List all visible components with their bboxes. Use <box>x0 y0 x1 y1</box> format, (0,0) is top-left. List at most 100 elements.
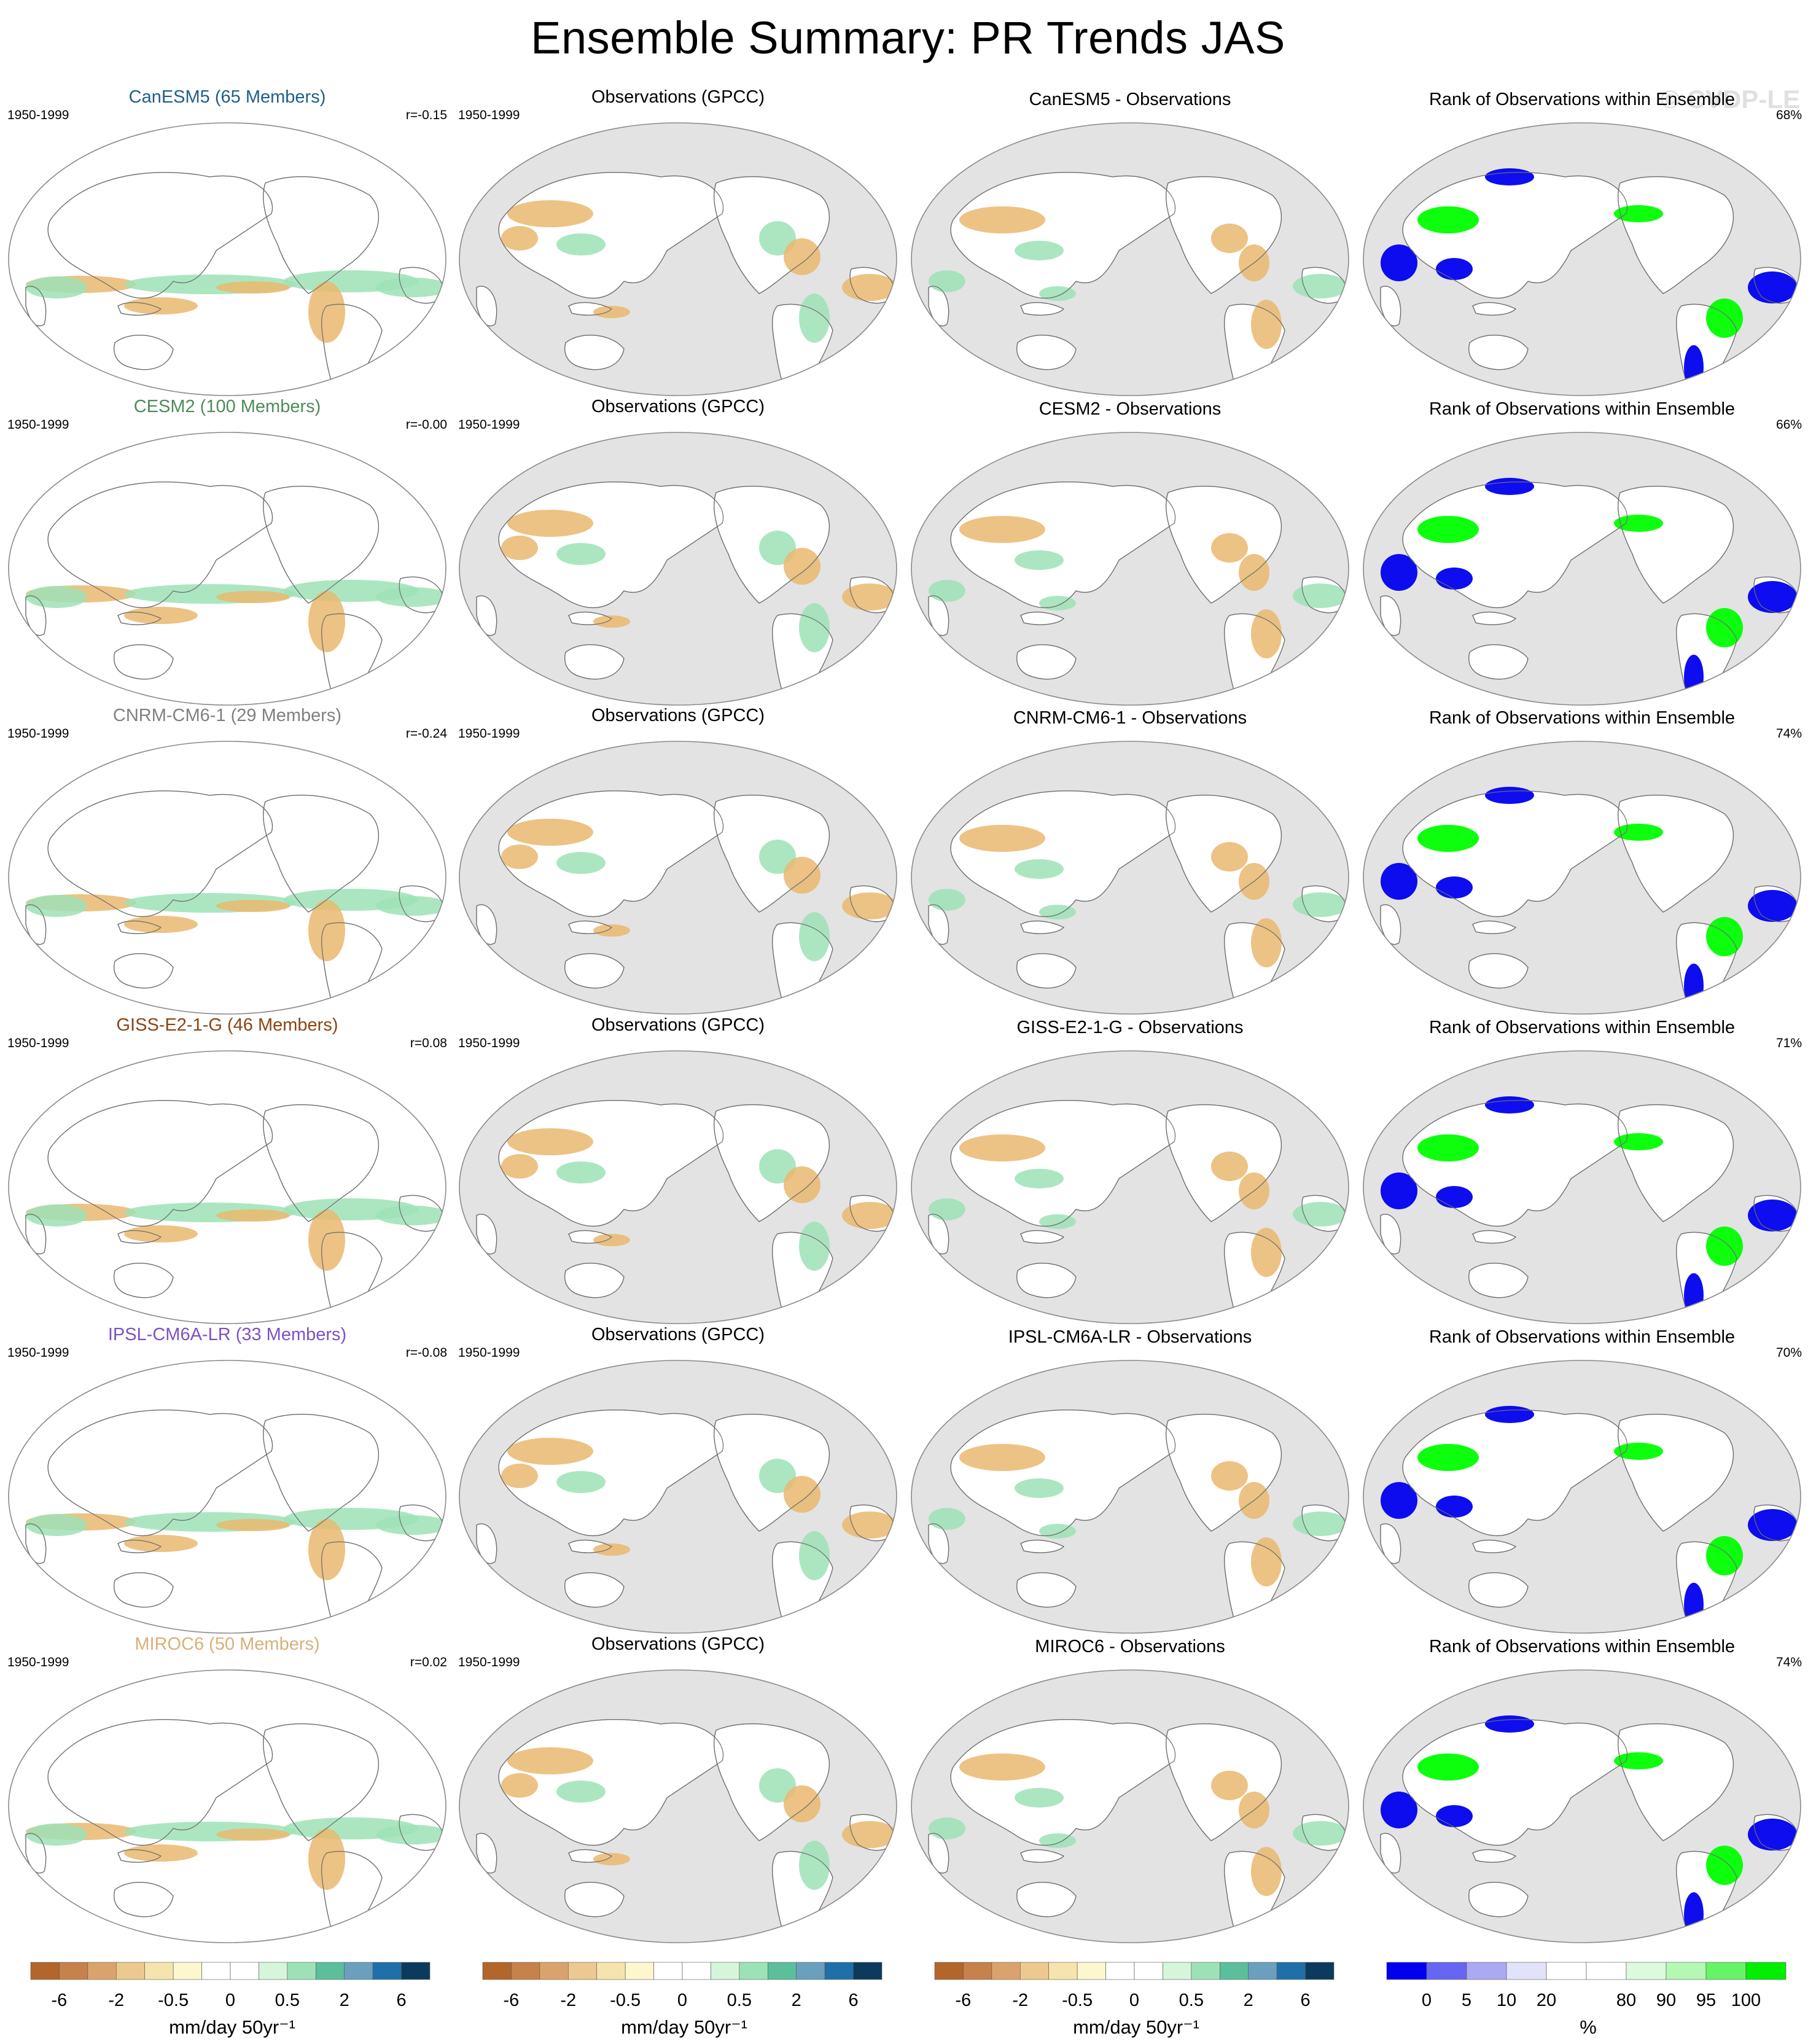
coastline-outline <box>47 1410 273 1537</box>
coastline-outline <box>1166 1413 1282 1532</box>
observations-panel: Observations (GPCC) 1950-1999 <box>451 87 905 398</box>
trend-patch <box>556 1781 606 1803</box>
coastline-outline <box>568 1849 613 1863</box>
coastline-outline <box>1402 482 1628 609</box>
coastline-outline <box>1224 613 1285 705</box>
coastline-outline <box>1016 1263 1077 1298</box>
trend-patch <box>507 1128 593 1155</box>
trend-patch <box>799 1222 830 1271</box>
map-border <box>911 432 1349 706</box>
trend-patch <box>959 516 1045 543</box>
trend-patch <box>1417 516 1479 543</box>
trend-patch <box>1436 876 1473 899</box>
panel-title: Observations (GPCC) <box>591 1325 765 1344</box>
trend-patch <box>507 510 593 537</box>
coastline-outline <box>47 1100 273 1227</box>
world-map <box>8 741 446 1015</box>
colorbar-swatches <box>934 1962 1335 1980</box>
watermark: © CVDP-LE <box>1661 85 1800 114</box>
coastline-outline <box>114 1263 174 1298</box>
map-border <box>459 1050 897 1324</box>
trend-patch <box>1211 224 1248 253</box>
coastline-outline <box>399 576 445 614</box>
coastline-outline <box>1402 1410 1628 1537</box>
coastline-outline <box>564 335 625 370</box>
trend-patch <box>1436 1186 1473 1208</box>
trend-patch <box>1293 583 1348 608</box>
coastline-outline <box>321 303 383 396</box>
rank-panel: Rank of Observations within Ensemble 68% <box>1355 90 1809 398</box>
colorbar-swatch <box>824 1962 854 1980</box>
trend-patch <box>1381 1792 1417 1828</box>
coastline-outline <box>1166 485 1282 604</box>
trend-patch <box>376 1515 446 1535</box>
coastline-outline <box>114 644 174 680</box>
coastline-outline <box>47 172 273 299</box>
colorbar-swatch <box>87 1962 117 1980</box>
colorbar-swatch <box>1219 1962 1249 1980</box>
trend-patch <box>308 1209 345 1271</box>
coastline-outline <box>47 1719 273 1846</box>
coastline-outline <box>1301 1504 1348 1542</box>
colorbar-swatch <box>1048 1962 1078 1980</box>
period-label: 1950-1999 <box>7 727 69 741</box>
coastline-outline <box>399 1814 445 1851</box>
coastline-outline <box>950 1100 1176 1227</box>
coastline-outline <box>263 794 379 913</box>
colorbar-swatch <box>482 1962 512 1980</box>
trend-patch <box>1684 1273 1704 1317</box>
coastline-outline <box>928 286 949 327</box>
trend-patch <box>124 1225 198 1242</box>
correlation-label: r=-0.00 <box>405 418 447 432</box>
trend-patch <box>1436 1496 1473 1518</box>
coastline-outline <box>1380 1523 1401 1564</box>
coastline-outline <box>25 1214 47 1255</box>
map-border <box>8 1360 446 1634</box>
map-border <box>1363 432 1801 706</box>
colorbar-tick: 0.5 <box>275 1991 300 2010</box>
trend-patch <box>1015 1169 1064 1188</box>
coastline-outline <box>25 1523 47 1564</box>
colorbar-swatch <box>372 1962 402 1980</box>
panel-title: IPSL-CM6A-LR - Observations <box>1008 1327 1252 1347</box>
coastline-outline <box>117 302 162 316</box>
coastline-outline <box>928 904 949 945</box>
panel-title: IPSL-CM6A-LR (33 Members) <box>107 1325 347 1344</box>
coastline-outline <box>568 1230 613 1244</box>
panel-title: CanESM5 - Observations <box>1029 90 1231 109</box>
trend-patch <box>1706 1227 1743 1266</box>
coastline-outline <box>117 1540 162 1553</box>
map-border <box>8 1050 446 1324</box>
coastline-outline <box>1618 485 1734 604</box>
map-border <box>459 1360 897 1634</box>
trend-patch <box>501 1154 538 1179</box>
panel-title: Observations (GPCC) <box>591 87 765 107</box>
coastline-outline <box>1380 1214 1401 1255</box>
world-map <box>8 122 446 396</box>
coastline-outline <box>772 613 833 705</box>
coastline-outline <box>1468 1882 1529 1917</box>
coastline-outline <box>1618 1413 1734 1532</box>
coastline-outline <box>849 576 896 614</box>
world-map <box>459 432 897 706</box>
coastline-outline <box>564 953 625 989</box>
difference-panel: IPSL-CM6A-LR - Observations <box>903 1327 1357 1636</box>
period-label: 1950-1999 <box>458 1036 520 1050</box>
coastline-outline <box>1166 176 1282 294</box>
panel-title: CESM2 - Observations <box>1039 399 1222 419</box>
colorbar-swatch <box>344 1962 373 1980</box>
coastline-outline <box>498 1410 724 1537</box>
map-border <box>8 432 446 706</box>
colorbar-tick: -0.5 <box>158 1991 189 2010</box>
trend-patch <box>959 1444 1045 1471</box>
coastline-outline <box>1301 1814 1348 1851</box>
coastline-outline <box>1472 612 1517 625</box>
trend-patch <box>784 1166 820 1203</box>
trend-patch <box>1748 1509 1797 1541</box>
trend-patch <box>501 1773 538 1798</box>
colorbar-tick: 0 <box>1421 1991 1432 2010</box>
coastline-outline <box>263 176 379 294</box>
trend-patch <box>1381 863 1417 900</box>
colorbar-swatch <box>1248 1962 1277 1980</box>
colorbar-unit: mm/day 50yr⁻¹ <box>1073 2016 1199 2038</box>
